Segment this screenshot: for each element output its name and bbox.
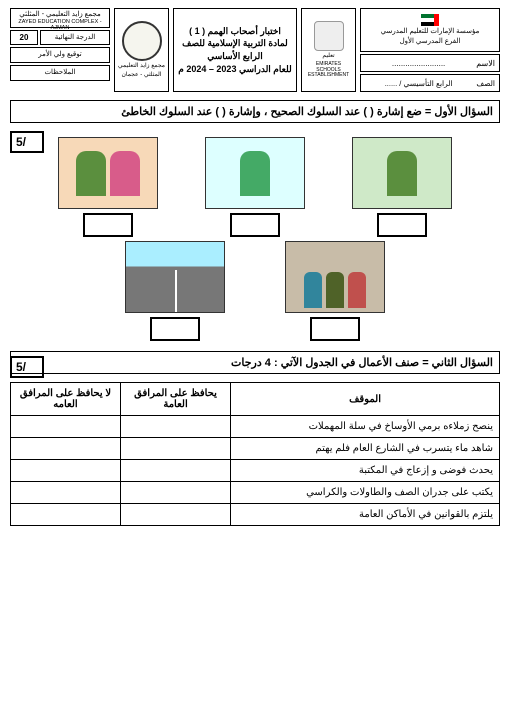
final-score-label: الدرجة النهائية — [40, 30, 110, 45]
q1-item-4 — [285, 241, 385, 341]
q2-title: السؤال الثاني = صنف الأعمال في الجدول ال… — [10, 351, 500, 374]
answer-box-3[interactable] — [83, 213, 133, 237]
test-title: اختبار أصحاب الهمم ( 1 ) — [178, 25, 292, 38]
check-cell[interactable] — [121, 438, 231, 460]
test-year: للعام الدراسي 2023 – 2024 م — [178, 63, 292, 76]
situation-cell: يكتب على جدران الصف والطاولات والكراسي — [231, 482, 500, 504]
q2-score: 5/ — [10, 356, 44, 378]
q2-table: الموقف يحافظ على المرافق العامة لا يحافظ… — [10, 382, 500, 526]
zayed-logo-ar2: المثلثي - عجمان — [121, 72, 161, 79]
q1-images: 5/ — [10, 131, 500, 341]
answer-box-5[interactable] — [150, 317, 200, 341]
answer-box-1[interactable] — [377, 213, 427, 237]
col-keeps: يحافظ على المرافق العامة — [121, 383, 231, 416]
table-row: يكتب على جدران الصف والطاولات والكراسي — [11, 482, 500, 504]
check-cell[interactable] — [11, 438, 121, 460]
taleem-label: تعليم — [322, 53, 334, 60]
notes[interactable]: الملاحظات — [10, 65, 110, 81]
worksheet-header: مؤسسة الإمارات للتعليم المدرسي الفرع الم… — [10, 8, 500, 92]
complex-en: ZAYED EDUCATION COMPLEX - AJMAN — [15, 19, 105, 31]
answer-box-4[interactable] — [310, 317, 360, 341]
zayed-logo-ar1: مجمع زايد التعليمي — [118, 63, 165, 70]
q1-item-2 — [205, 137, 305, 237]
check-cell[interactable] — [11, 482, 121, 504]
behavior-image-2 — [205, 137, 305, 209]
check-cell[interactable] — [121, 504, 231, 526]
q1-item-3 — [58, 137, 158, 237]
guardian-sign[interactable]: توقيع ولي الأمر — [10, 47, 110, 63]
ese-logo-icon — [314, 21, 344, 51]
class-label: الصف — [476, 79, 495, 88]
answer-box-2[interactable] — [230, 213, 280, 237]
final-score-value: 20 — [10, 30, 38, 45]
check-cell[interactable] — [11, 416, 121, 438]
situation-cell: ينصح زملاءه برمي الأوساخ في سلة المهملات — [231, 416, 500, 438]
test-info: اختبار أصحاب الهمم ( 1 ) لمادة التربية ا… — [173, 8, 297, 92]
name-field[interactable]: ........................ — [365, 59, 472, 68]
check-cell[interactable] — [11, 460, 121, 482]
q2-title-text: السؤال الثاني = صنف الأعمال في الجدول ال… — [231, 356, 493, 369]
check-cell[interactable] — [11, 504, 121, 526]
name-label: الاسم — [476, 59, 495, 68]
check-cell[interactable] — [121, 416, 231, 438]
q1-item-1 — [352, 137, 452, 237]
institution-en: EMIRATES SCHOOLS ESTABLISHMENT — [304, 62, 353, 79]
situation-cell: شاهد ماء يتسرب في الشارع العام فلم يهتم — [231, 438, 500, 460]
q1-score: 5/ — [10, 131, 44, 153]
table-row: ينصح زملاءه برمي الأوساخ في سلة المهملات — [11, 416, 500, 438]
branch-ar: الفرع المدرسي الأول — [400, 38, 461, 46]
col-not-keeps: لا يحافظ على المرافق العامه — [11, 383, 121, 416]
uae-emblem-icon — [421, 14, 439, 26]
situation-cell: يلتزم بالقوانين في الأماكن العامة — [231, 504, 500, 526]
behavior-image-1 — [352, 137, 452, 209]
col-situation: الموقف — [231, 383, 500, 416]
behavior-image-4 — [285, 241, 385, 313]
table-row: يحدث فوضى و إزعاج في المكتبة — [11, 460, 500, 482]
class-field[interactable]: الرابع التأسيسي / ...... — [365, 79, 472, 88]
complex-ar: مجمع زايد التعليمي - المثلثي — [15, 11, 105, 19]
q1-item-5 — [125, 241, 225, 341]
table-row: يلتزم بالقوانين في الأماكن العامة — [11, 504, 500, 526]
test-subject: لمادة التربية الإسلامية للصف الرابع الأس… — [178, 37, 292, 62]
check-cell[interactable] — [121, 482, 231, 504]
zayed-logo-icon — [122, 21, 162, 61]
institution-ar: مؤسسة الإمارات للتعليم المدرسي — [381, 28, 480, 36]
behavior-image-5 — [125, 241, 225, 313]
q1-title: السؤال الأول = ضع إشارة ( ) عند السلوك ا… — [10, 100, 500, 123]
q1-title-text: السؤال الأول = ضع إشارة ( ) عند السلوك ا… — [121, 105, 493, 118]
situation-cell: يحدث فوضى و إزعاج في المكتبة — [231, 460, 500, 482]
check-cell[interactable] — [121, 460, 231, 482]
table-row: شاهد ماء يتسرب في الشارع العام فلم يهتم — [11, 438, 500, 460]
behavior-image-3 — [58, 137, 158, 209]
